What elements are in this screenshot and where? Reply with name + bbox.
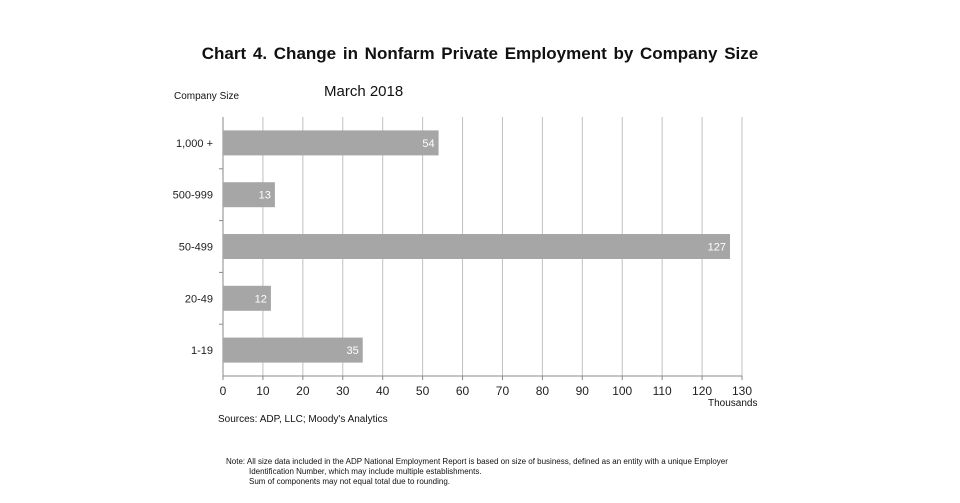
note-text: Note: All size data included in the ADP … — [226, 457, 728, 487]
y-axis-label: Company Size — [174, 91, 240, 102]
data-label: 127 — [708, 242, 726, 254]
category-label: 1,000 + — [176, 138, 213, 150]
note-line-3: Sum of components may not equal total du… — [249, 477, 451, 486]
category-label: 1-19 — [191, 345, 213, 357]
source-text: Sources: ADP, LLC; Moody's Analytics — [218, 414, 388, 425]
category-label: 500-999 — [173, 190, 213, 202]
x-tick-label: 40 — [376, 384, 390, 398]
x-tick-label: 0 — [220, 384, 227, 398]
bar — [223, 182, 275, 208]
chart-subtitle: March 2018 — [324, 83, 404, 100]
x-tick-label: 110 — [653, 384, 672, 398]
x-tick-label: 50 — [416, 384, 430, 398]
x-tick-label: 100 — [612, 384, 632, 398]
x-axis-label: Thousands — [708, 398, 758, 409]
x-tick-label: 90 — [576, 384, 590, 398]
bar — [223, 234, 731, 259]
x-tick-label: 70 — [496, 384, 510, 398]
note-line-1: Note: All size data included in the ADP … — [226, 457, 728, 466]
bar — [223, 337, 363, 363]
category-label: 20-49 — [185, 293, 213, 305]
data-label: 54 — [422, 138, 434, 150]
chart-title: Chart 4. Change in Nonfarm Private Emplo… — [201, 44, 759, 63]
x-tick-label: 20 — [296, 384, 310, 398]
note-line-2: Identification Number, which may include… — [249, 467, 482, 476]
data-label: 13 — [259, 190, 271, 202]
data-label: 35 — [346, 345, 358, 357]
x-tick-label: 120 — [692, 384, 712, 398]
bar — [223, 285, 271, 311]
x-tick-label: 80 — [536, 384, 550, 398]
category-label: 50-499 — [179, 242, 213, 254]
data-label: 12 — [255, 293, 267, 305]
bar — [223, 130, 439, 156]
x-tick-label: 10 — [256, 384, 270, 398]
x-tick-label: 30 — [336, 384, 350, 398]
x-tick-label: 130 — [732, 384, 752, 398]
x-tick-label: 60 — [456, 384, 470, 398]
